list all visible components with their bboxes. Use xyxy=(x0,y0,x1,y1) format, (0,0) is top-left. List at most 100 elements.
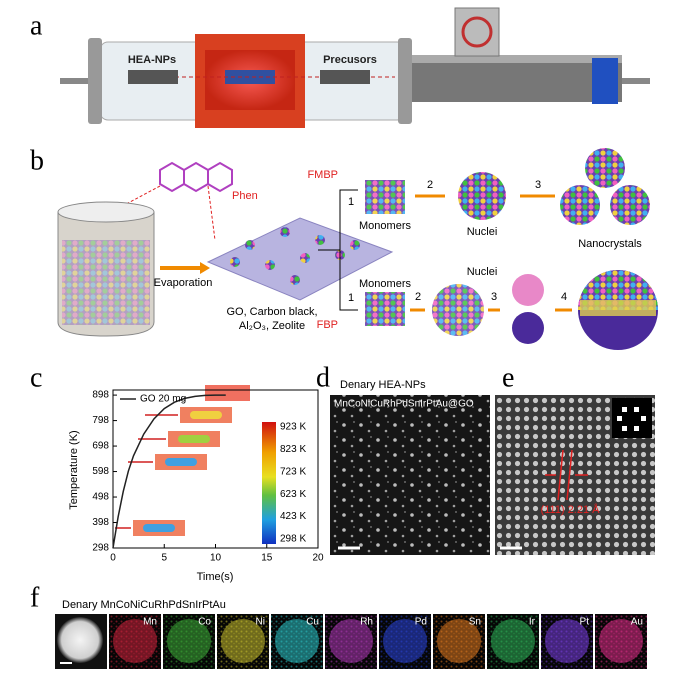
y-axis-label: Temperature (K) xyxy=(68,430,80,509)
x-tick-label: 5 xyxy=(161,553,167,564)
insets xyxy=(115,385,276,544)
decoration xyxy=(432,284,484,336)
panel-b: b Phen Evaporation GO, Carbon black, Al₂… xyxy=(30,145,658,350)
decoration xyxy=(412,55,622,63)
y-tick-label: 598 xyxy=(92,466,109,477)
map-particle xyxy=(275,619,319,663)
panel-a: a HEA-NPs Precusors xyxy=(30,7,650,128)
decoration xyxy=(634,426,639,431)
x-tick-label: 0 xyxy=(110,553,116,564)
label: Nuclei xyxy=(467,226,498,238)
panel-label: a xyxy=(30,10,43,41)
decoration xyxy=(617,416,622,421)
decoration xyxy=(88,38,102,124)
element-label: Pt xyxy=(580,617,590,628)
map-particle xyxy=(491,619,535,663)
decoration xyxy=(350,240,360,250)
colorbar-label: 623 K xyxy=(280,489,306,500)
panel-c: c Temperature (K) Time(s) 298 398 498 598 69… xyxy=(30,362,324,582)
decoration xyxy=(634,407,639,412)
x-tick-label: 15 xyxy=(261,553,273,564)
map-particle xyxy=(545,619,589,663)
element-label: Cu xyxy=(306,617,319,628)
step-label: 2 xyxy=(427,179,433,191)
map-particle xyxy=(167,619,211,663)
panel-e: e (111) 2.21 Å xyxy=(495,362,655,555)
element-label: Ni xyxy=(256,617,265,628)
element-label: Sn xyxy=(469,617,481,628)
decoration xyxy=(557,449,564,501)
decoration xyxy=(300,253,310,263)
decoration xyxy=(262,422,276,544)
label: Monomers xyxy=(359,278,411,290)
map-particle xyxy=(221,619,265,663)
y-tick-label: 898 xyxy=(92,390,109,401)
panel-label: b xyxy=(30,145,44,176)
step-label: 1 xyxy=(348,292,354,304)
x-tick-label: 10 xyxy=(210,553,222,564)
decoration xyxy=(159,161,233,193)
decoration xyxy=(580,300,656,316)
map-particle xyxy=(437,619,481,663)
decoration xyxy=(622,426,627,431)
label: Al₂O₃, Zeolite xyxy=(239,320,305,332)
decoration xyxy=(143,524,175,532)
colorbar-label: 723 K xyxy=(280,466,306,477)
element-label: Ir xyxy=(529,617,536,628)
decoration xyxy=(230,257,240,267)
decoration xyxy=(290,275,300,285)
decoration xyxy=(57,617,103,663)
title: Denary HEA-NPs xyxy=(340,379,426,391)
decoration xyxy=(512,312,544,344)
step-label: 3 xyxy=(491,291,497,303)
colorbar-label: 823 K xyxy=(280,444,306,455)
decoration xyxy=(128,70,178,84)
line xyxy=(112,394,226,549)
decoration xyxy=(230,227,360,285)
label: Monomers xyxy=(359,220,411,232)
panel-label: c xyxy=(30,362,42,393)
element-label: Pd xyxy=(415,617,427,628)
decoration xyxy=(610,185,650,225)
decoration xyxy=(566,449,573,501)
y-tick-label: 798 xyxy=(92,415,109,426)
decoration xyxy=(512,274,544,306)
decoration xyxy=(190,411,222,419)
decoration xyxy=(585,148,625,188)
panel-label: d xyxy=(316,362,330,393)
label: GO, Carbon black, xyxy=(226,306,317,318)
y-tick-label: 498 xyxy=(92,492,109,503)
y-tick-label: 698 xyxy=(92,441,109,452)
step-label: 3 xyxy=(535,179,541,191)
decoration xyxy=(365,180,405,214)
decoration xyxy=(365,292,405,326)
element-label: Mn xyxy=(143,617,157,628)
map-particle xyxy=(113,619,157,663)
step-label: 4 xyxy=(561,291,567,303)
step-label: 2 xyxy=(415,291,421,303)
decoration xyxy=(617,407,646,431)
x-tick-label: 20 xyxy=(312,553,324,564)
map-particle xyxy=(329,619,373,663)
title: Denary MnCoNiCuRhPdSnIrPtAu xyxy=(62,599,226,611)
decoration xyxy=(339,300,358,311)
panel-f: f Denary MnCoNiCuRhPdSnIrPtAu Mn Co Ni Cu Rh… xyxy=(30,582,647,669)
legend-label: GO 20 mg xyxy=(140,394,186,405)
annotation: (111) 2.21 Å xyxy=(541,503,601,516)
map-particle xyxy=(599,619,643,663)
decoration xyxy=(183,161,209,193)
map-particle xyxy=(383,619,427,663)
decoration xyxy=(560,185,600,225)
decoration xyxy=(62,240,150,325)
decoration xyxy=(315,235,325,245)
element-label: Co xyxy=(198,617,211,628)
decoration xyxy=(225,70,275,84)
decoration xyxy=(461,16,493,48)
y-tick-label: 298 xyxy=(92,543,109,554)
decoration xyxy=(398,38,412,124)
decoration xyxy=(330,395,490,555)
label: Nuclei xyxy=(467,266,498,278)
label: FBP xyxy=(317,319,338,331)
decoration xyxy=(159,161,185,193)
decoration xyxy=(412,62,622,102)
